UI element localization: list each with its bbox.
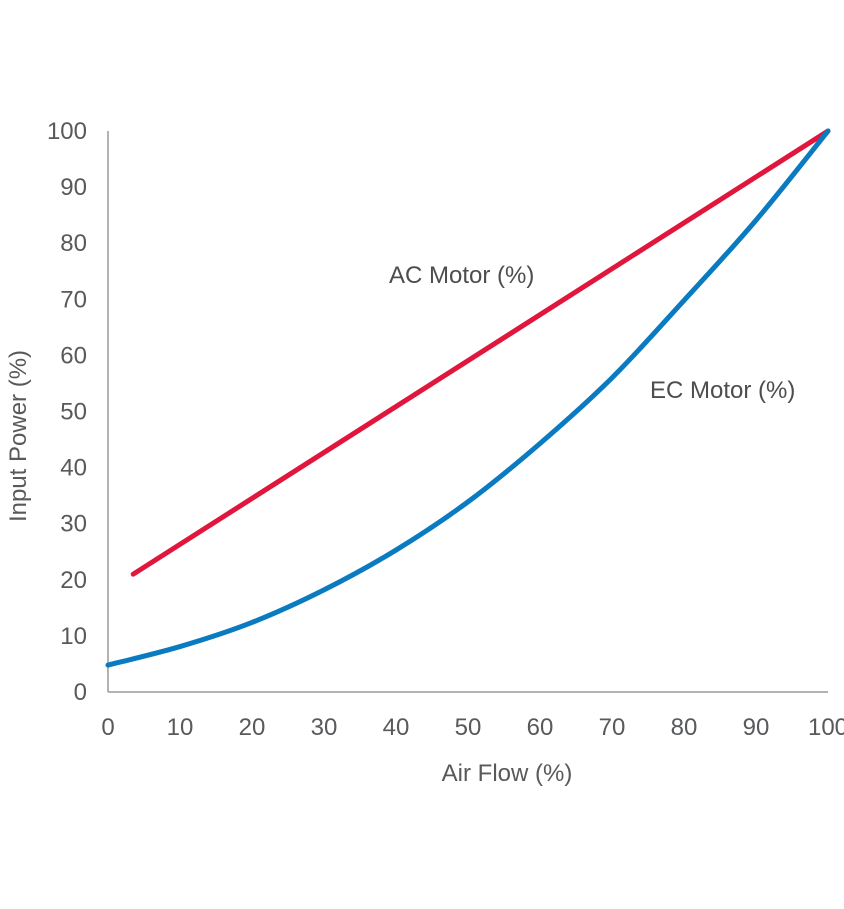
- x-tick-label-10: 10: [167, 714, 194, 741]
- y-tick-label-50: 50: [60, 399, 87, 426]
- x-tick-label-0: 0: [101, 714, 114, 741]
- y-tick-label-40: 40: [60, 455, 87, 482]
- y-tick-label-60: 60: [60, 342, 87, 369]
- y-tick-label-10: 10: [60, 623, 87, 650]
- series-label-ac-motor: AC Motor (%): [389, 262, 534, 289]
- series-label-ec-motor: EC Motor (%): [650, 377, 795, 404]
- x-tick-label-100: 100: [808, 714, 844, 741]
- x-tick-label-20: 20: [239, 714, 266, 741]
- x-tick-labels: 0 10 20 30 40 50 60 70 80 90 100: [101, 714, 844, 741]
- y-tick-label-90: 90: [60, 174, 87, 201]
- x-tick-label-40: 40: [383, 714, 410, 741]
- y-tick-label-30: 30: [60, 511, 87, 538]
- y-tick-label-100: 100: [47, 118, 87, 145]
- y-tick-labels: 0 10 20 30 40 50 60 70 80 90 100: [47, 118, 87, 706]
- x-tick-label-90: 90: [743, 714, 770, 741]
- series-lines: [105, 128, 831, 668]
- series-line-ac-motor: [130, 128, 831, 577]
- y-tick-label-20: 20: [60, 567, 87, 594]
- x-tick-label-70: 70: [599, 714, 626, 741]
- y-tick-label-70: 70: [60, 286, 87, 313]
- x-tick-label-50: 50: [455, 714, 482, 741]
- y-tick-label-80: 80: [60, 230, 87, 257]
- y-tick-label-0: 0: [74, 679, 87, 706]
- series-line-ec-motor: [105, 128, 831, 668]
- x-axis-title: Air Flow (%): [442, 760, 573, 787]
- y-axis-title: Input Power (%): [5, 350, 32, 522]
- x-tick-label-80: 80: [671, 714, 698, 741]
- x-tick-label-60: 60: [527, 714, 554, 741]
- x-tick-label-30: 30: [311, 714, 338, 741]
